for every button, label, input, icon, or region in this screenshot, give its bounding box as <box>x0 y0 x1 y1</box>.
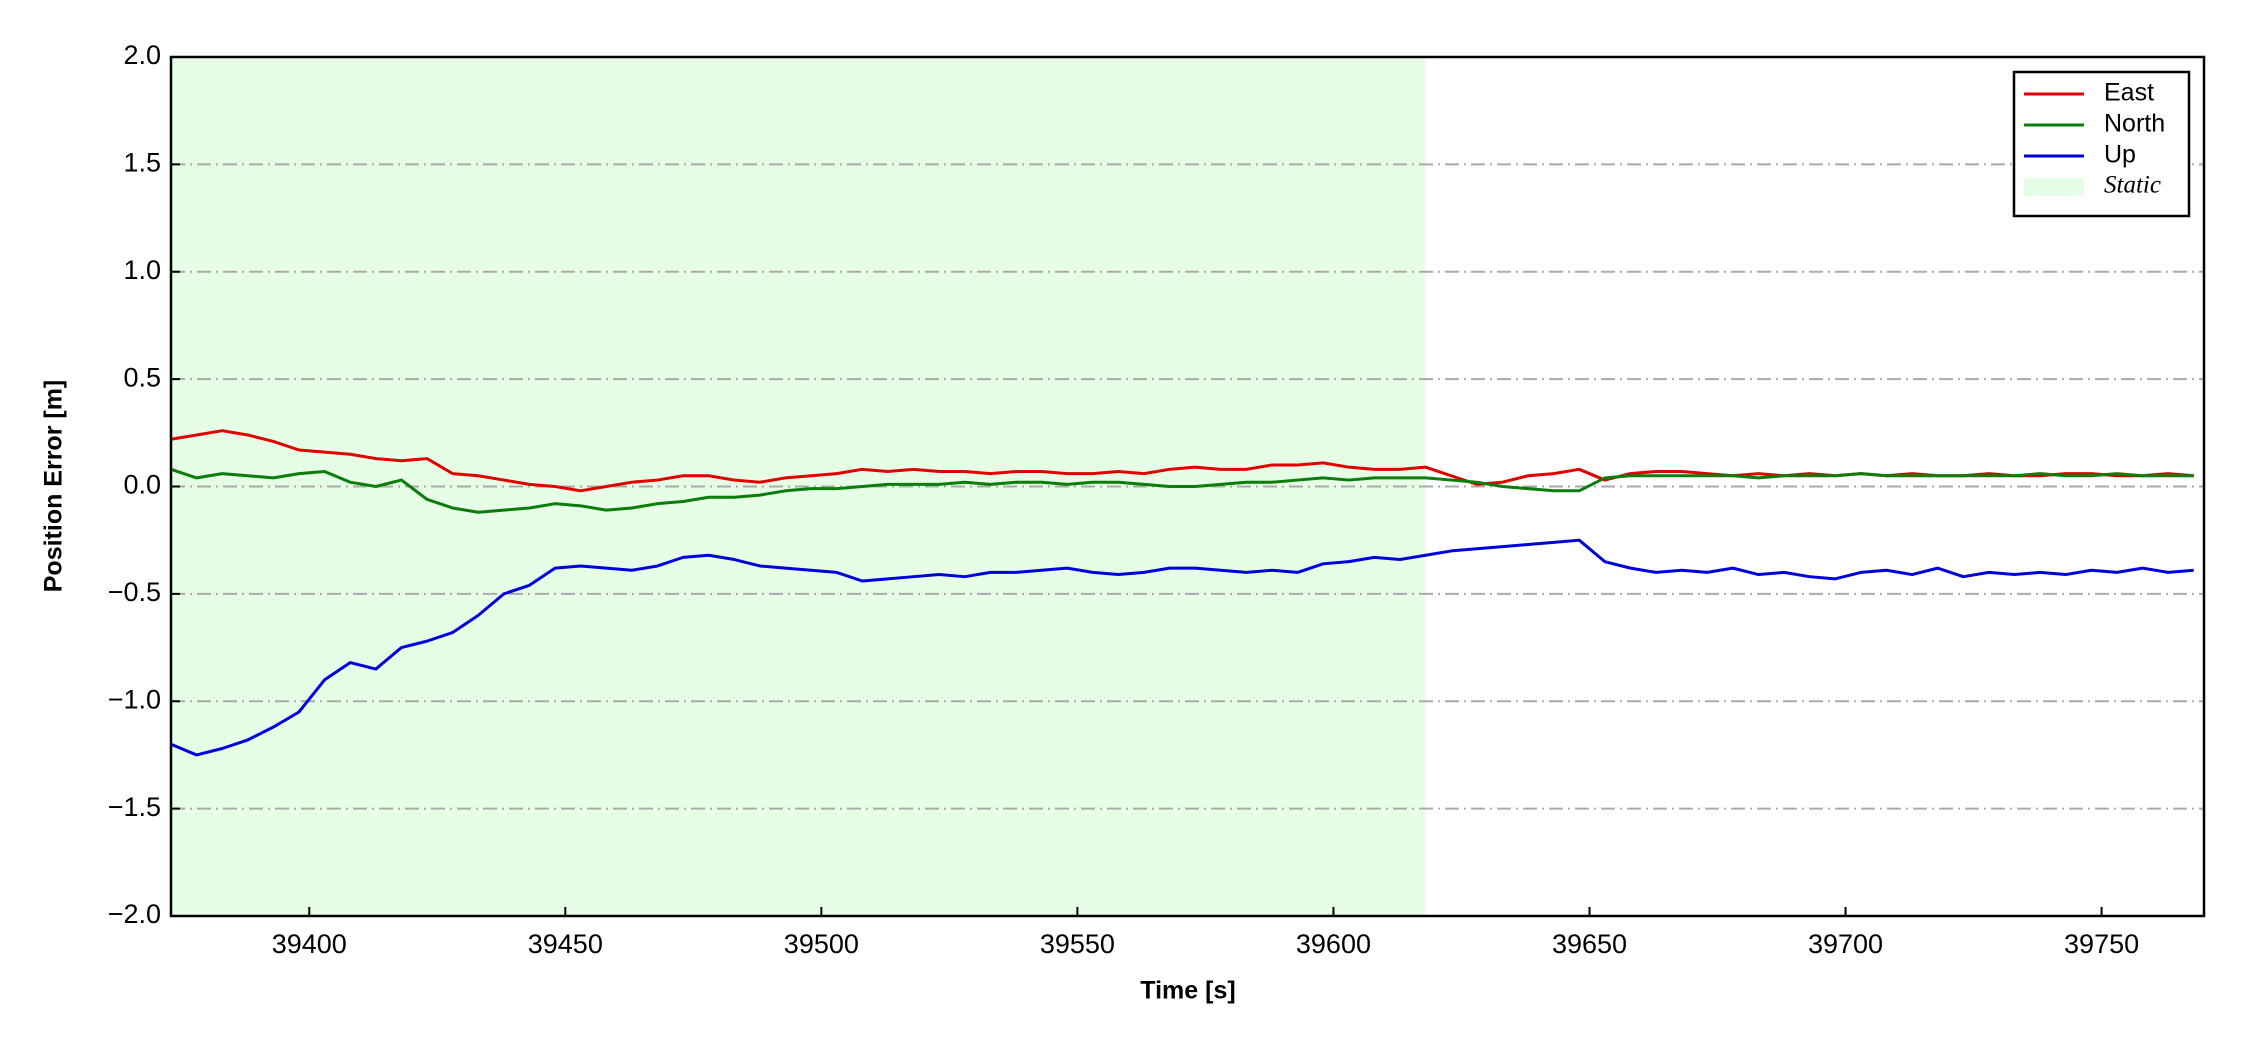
x-axis-label: Time [s] <box>1140 977 1235 1005</box>
y-tick-label: −0.5 <box>108 577 161 607</box>
x-tick-label: 39500 <box>784 929 859 959</box>
legend-label: East <box>2104 79 2154 107</box>
y-tick-label: 2.0 <box>123 40 161 70</box>
y-tick-label: 0.5 <box>123 362 161 392</box>
series-line <box>170 467 2194 514</box>
legend-swatch <box>2024 178 2084 196</box>
legend: East North Up Static <box>2012 70 2191 218</box>
x-tick-label: 39700 <box>1808 929 1883 959</box>
y-axis-label: Position Error [m] <box>40 380 68 593</box>
plot-frame <box>169 55 2206 918</box>
y-tick-label: −1.0 <box>108 684 161 714</box>
x-tick-label: 39600 <box>1296 929 1371 959</box>
y-tick-label: −1.5 <box>108 792 161 822</box>
x-tick-label: 39450 <box>528 929 603 959</box>
legend-box <box>2012 70 2191 218</box>
legend-label: Up <box>2104 141 2136 169</box>
x-tick-label: 39750 <box>2064 929 2139 959</box>
x-tick-label: 39550 <box>1040 929 1115 959</box>
legend-label: Static <box>2104 172 2161 199</box>
y-tick-label: 0.0 <box>123 470 161 500</box>
y-tick-label: 1.5 <box>123 148 161 178</box>
y-tick-label: 1.0 <box>123 255 161 285</box>
x-tick-label: 39400 <box>272 929 347 959</box>
series-line <box>170 538 2194 757</box>
y-tick-label: −2.0 <box>108 899 161 929</box>
x-tick-label: 39650 <box>1552 929 1627 959</box>
legend-label: North <box>2104 110 2165 138</box>
